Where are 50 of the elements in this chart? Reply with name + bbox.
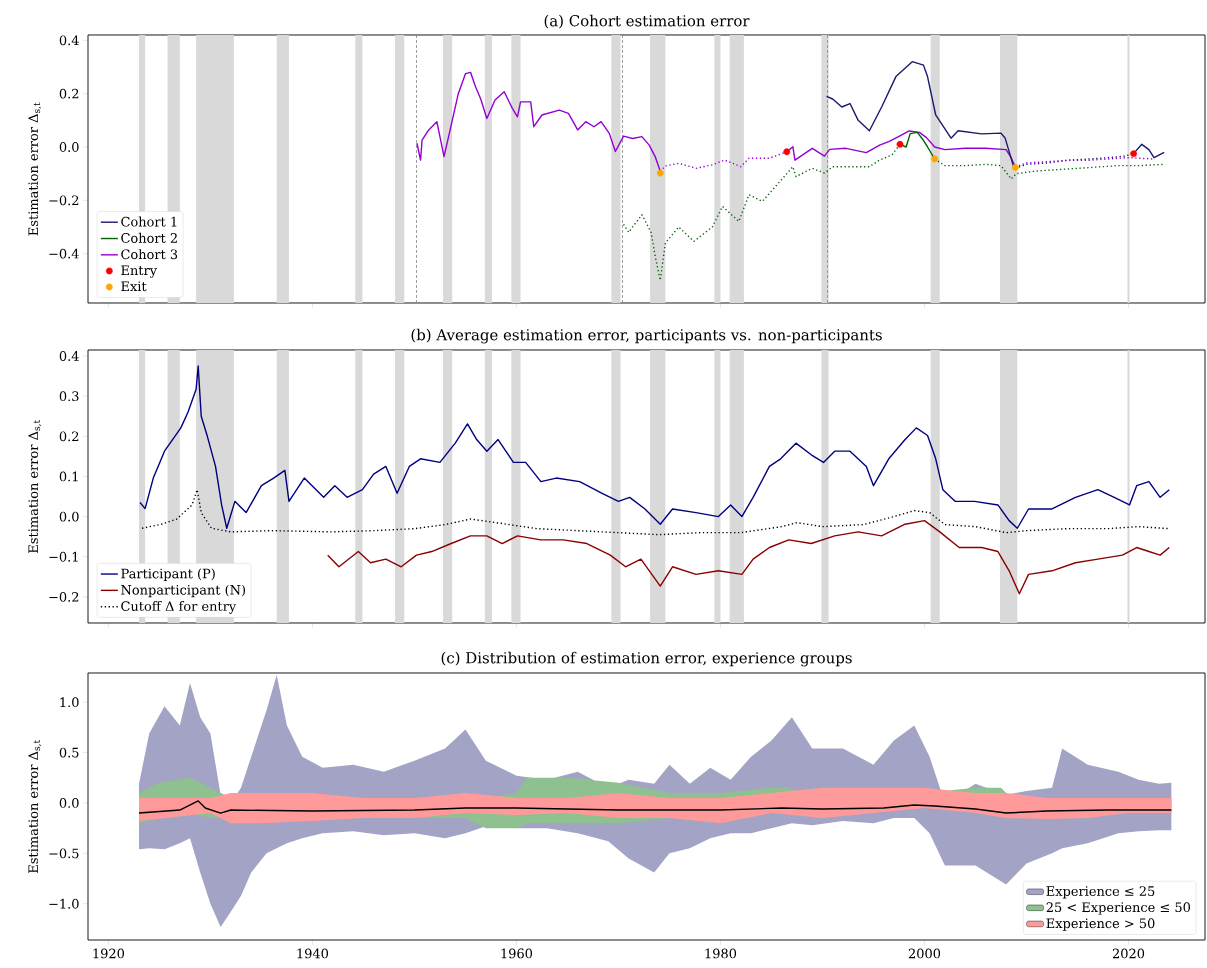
y-tick-label: 0.0: [59, 798, 79, 808]
y-tick-label: 0.0: [59, 142, 79, 152]
point: [931, 155, 939, 163]
legend-label: Experience ≤ 25: [1046, 886, 1155, 899]
line-series: [138, 800, 1173, 814]
chart-title: (a) Cohort estimation error: [544, 14, 750, 29]
chart-title: (c) Distribution of estimation error, experience groups: [441, 651, 852, 667]
y-tick-label: 0.0: [59, 511, 79, 522]
y-tick-label: 0.4: [59, 351, 79, 361]
legend-label: Entry: [121, 265, 157, 278]
point: [783, 148, 791, 156]
point: [1130, 150, 1137, 158]
line-series: [327, 519, 1170, 595]
legend-label: Cohort 1: [121, 216, 177, 227]
chart-title: (b) Average estimation error, participants vs. non-participants: [411, 328, 882, 344]
y-tick-label: −0.2: [49, 195, 79, 206]
y-tick-label: 0.3: [59, 391, 79, 402]
x-tick-label: 2020: [1112, 948, 1145, 959]
y-tick-label: 0.2: [59, 88, 79, 99]
x-tick-label: 1940: [297, 948, 329, 959]
line-series: [141, 489, 1170, 536]
y-tick-label: 0.1: [59, 471, 78, 482]
x-tick-label: 2000: [908, 948, 941, 959]
legend-label: Experience > 50: [1046, 918, 1155, 931]
y-tick-label: 1.0: [60, 697, 79, 708]
y-tick-label: 0.5: [59, 747, 79, 758]
y-axis-title: Estimation error Δ$_{s,t}$: [28, 739, 42, 873]
legend-label: Cohort 2: [121, 232, 177, 243]
y-tick-label: 0.4: [59, 35, 79, 46]
point: [1011, 164, 1019, 171]
y-tick-label: 0.2: [59, 431, 79, 442]
y-tick-label: −0.1: [49, 551, 78, 562]
legend-label: Participant (P): [121, 568, 215, 581]
x-tick-label: 1920: [93, 948, 125, 959]
y-tick-label: −0.4: [49, 248, 79, 259]
legend-label: Nonparticipant (N): [121, 584, 246, 598]
point: [896, 140, 904, 148]
y-tick-label: −0.5: [49, 848, 79, 859]
x-tick-label: 1980: [705, 948, 737, 959]
line-series: [139, 365, 1170, 529]
legend-label: Cohort 3: [121, 249, 178, 260]
y-tick-label: −1.0: [49, 898, 79, 909]
point: [656, 169, 664, 177]
y-tick-label: −0.2: [49, 592, 79, 602]
legend-label: Cutoff Δ for entry: [121, 601, 237, 614]
legend-label: 25 < Experience ≤ 50: [1046, 902, 1191, 915]
x-tick-label: 1960: [501, 948, 533, 959]
legend-label: Exit: [121, 281, 147, 292]
y-axis-title: Estimation error Δ$_{s,t}$: [28, 419, 42, 553]
y-axis-title: Estimation error Δ$_{s,t}$: [28, 102, 42, 236]
